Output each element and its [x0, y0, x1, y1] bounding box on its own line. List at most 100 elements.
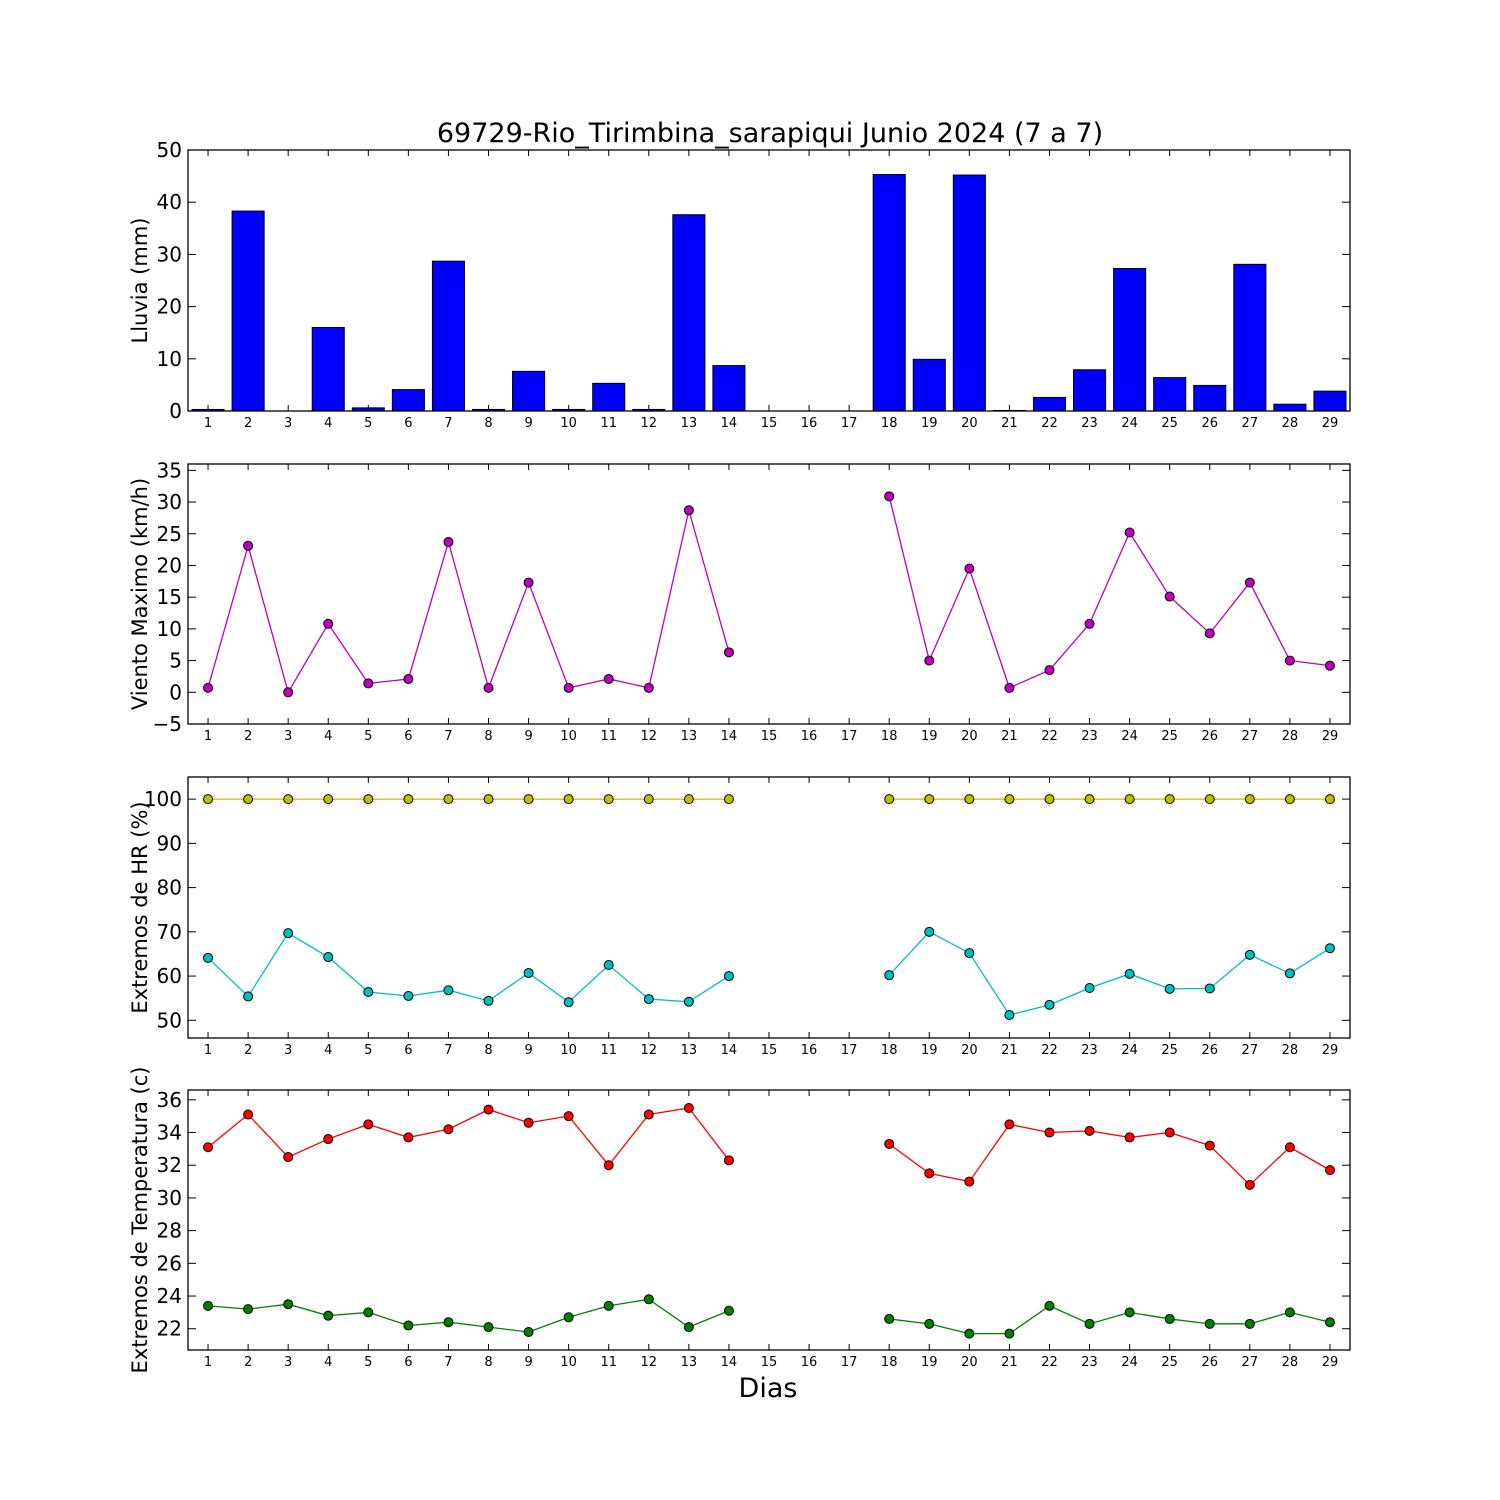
temperature-series-0-point [483, 1104, 494, 1115]
humidity-x-tick-label: 2 [244, 1043, 252, 1058]
rain-y-axis-label: Lluvia (mm) [128, 218, 152, 344]
temperature-x-tick-label: 26 [1201, 1355, 1218, 1370]
wind-series-0-point [1204, 628, 1215, 639]
humidity-series-0-point [603, 794, 614, 805]
humidity-x-tick-label: 4 [324, 1043, 332, 1058]
humidity-series-0-point [1084, 794, 1095, 805]
temperature-series-0-point [283, 1152, 294, 1163]
humidity-x-tick-label: 1 [204, 1043, 212, 1058]
humidity-series-1-point [1284, 968, 1295, 979]
humidity-series-1-point [483, 995, 494, 1006]
wind-series-0-point [1164, 591, 1175, 602]
rain-bar [431, 260, 465, 412]
humidity-series-0-point [243, 794, 254, 805]
wind-x-tick-label: 1 [204, 729, 212, 744]
humidity-series-0-point [1204, 794, 1215, 805]
rain-bar [1153, 377, 1187, 412]
humidity-series-0-point [483, 794, 494, 805]
humidity-x-tick-label: 8 [484, 1043, 492, 1058]
humidity-series-1-point [1044, 999, 1055, 1010]
humidity-x-tick-label: 18 [881, 1043, 898, 1058]
humidity-series-0-point [1284, 794, 1295, 805]
temperature-series-0-point [443, 1124, 454, 1135]
humidity-x-tick-label: 3 [284, 1043, 292, 1058]
humidity-series-0-point [683, 794, 694, 805]
humidity-series-0-point [403, 794, 414, 805]
temperature-x-tick-label: 4 [324, 1355, 332, 1370]
temperature-series-0-point [723, 1155, 734, 1166]
temperature-y-tick-label: 22 [157, 1317, 182, 1341]
humidity-series-1-point [1324, 943, 1335, 954]
temperature-series-0-point [643, 1109, 654, 1120]
temperature-x-tick-label: 20 [961, 1355, 978, 1370]
wind-series-0-point [323, 618, 334, 629]
temperature-x-tick-label: 8 [484, 1355, 492, 1370]
temperature-series-0-point [1244, 1179, 1255, 1190]
humidity-series-0-point [283, 794, 294, 805]
wind-x-tick-label: 13 [681, 729, 698, 744]
wind-x-tick-label: 12 [641, 729, 658, 744]
humidity-x-tick-label: 5 [364, 1043, 372, 1058]
temperature-y-tick-label: 26 [157, 1251, 182, 1275]
humidity-series-0-point [323, 794, 334, 805]
humidity-series-0-point [884, 794, 895, 805]
wind-x-tick-label: 6 [404, 729, 412, 744]
wind-series-0-point [443, 537, 454, 547]
rain-x-tick-label: 7 [444, 416, 452, 431]
temperature-x-tick-label: 18 [881, 1355, 898, 1370]
rain-y-tick-label: 10 [157, 347, 182, 371]
humidity-x-tick-label: 21 [1001, 1043, 1018, 1058]
wind-series-0-point [1284, 655, 1295, 666]
rain-bar [1073, 369, 1107, 412]
temperature-series-1-line [889, 1305, 1331, 1335]
wind-series-0-point [884, 491, 895, 502]
wind-x-tick-label: 4 [324, 729, 332, 744]
humidity-y-tick-label: 90 [157, 831, 182, 855]
temperature-series-1-point [924, 1318, 935, 1329]
temperature-series-1-point [1204, 1318, 1215, 1329]
humidity-series-1-point [1164, 983, 1175, 994]
humidity-series-1-point [1244, 949, 1255, 960]
humidity-x-tick-label: 28 [1282, 1043, 1299, 1058]
temperature-series-0-point [603, 1160, 614, 1171]
rain-x-tick-label: 17 [841, 416, 858, 431]
x-axis-label: Dias [739, 1373, 798, 1404]
temperature-series-0-point [1084, 1125, 1095, 1136]
wind-x-tick-label: 28 [1282, 729, 1299, 744]
temperature-series-0-point [1164, 1127, 1175, 1138]
humidity-series-0-point [723, 794, 734, 805]
rain-x-tick-label: 27 [1242, 416, 1259, 431]
humidity-series-1-point [683, 996, 694, 1007]
temperature-x-tick-label: 17 [841, 1355, 858, 1370]
humidity-x-tick-label: 29 [1322, 1043, 1339, 1058]
temperature-series-1-point [1164, 1313, 1175, 1324]
temperature-series-1-point [1084, 1318, 1095, 1329]
wind-series-0-point [1044, 665, 1055, 676]
wind-x-tick-label: 9 [524, 729, 532, 744]
wind-x-tick-label: 27 [1242, 729, 1259, 744]
humidity-series-0-point [523, 794, 534, 805]
humidity-series-1-point [443, 985, 454, 996]
humidity-series-1-point [603, 960, 614, 971]
temperature-x-tick-label: 24 [1121, 1355, 1138, 1370]
wind-y-tick-label: 25 [157, 522, 182, 546]
wind-y-tick-label: 5 [169, 649, 182, 673]
wind-series-0-point [203, 682, 214, 693]
rain-bar [1313, 390, 1347, 412]
temperature-y-tick-label: 32 [157, 1153, 182, 1177]
temperature-series-1-point [203, 1300, 214, 1311]
humidity-series-0-point [1004, 794, 1015, 805]
humidity-y-tick-label: 100 [144, 787, 182, 811]
rain-x-tick-label: 21 [1001, 416, 1018, 431]
rain-x-tick-label: 9 [524, 416, 532, 431]
rain-x-tick-label: 12 [641, 416, 658, 431]
wind-y-tick-label: 15 [157, 585, 182, 609]
humidity-x-tick-label: 13 [681, 1043, 698, 1058]
temperature-series-1-point [523, 1327, 534, 1338]
humidity-series-0-point [1324, 794, 1335, 805]
rain-bar [391, 389, 425, 412]
humidity-x-tick-label: 10 [560, 1043, 577, 1058]
humidity-series-0-point [643, 794, 654, 805]
temperature-y-tick-label: 36 [157, 1088, 182, 1112]
